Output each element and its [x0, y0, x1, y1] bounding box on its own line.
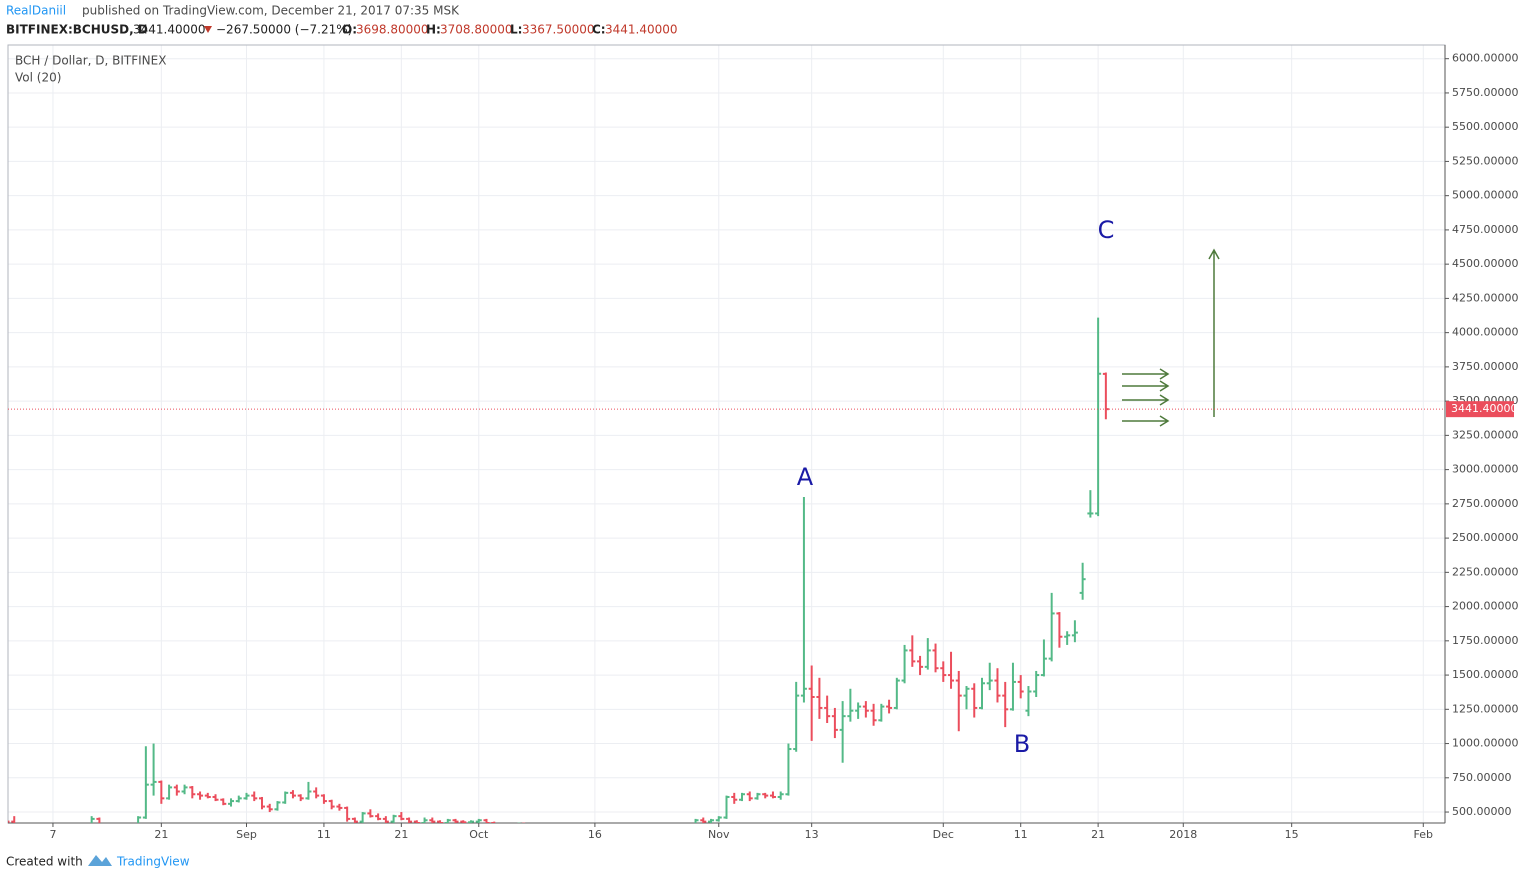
y-tick-label: 3000.00000	[1452, 463, 1518, 476]
y-tick-label: 5000.00000	[1452, 189, 1518, 202]
y-tick-label: 2000.00000	[1452, 600, 1518, 613]
x-tick-label: 15	[1285, 828, 1299, 841]
x-tick-label: 11	[1014, 828, 1028, 841]
y-tick-label: 5750.00000	[1452, 86, 1518, 99]
close: 3441.40000	[605, 23, 678, 37]
logo	[88, 855, 112, 866]
published: published on TradingView.com, December 2…	[82, 4, 460, 18]
x-tick-label: Sep	[236, 828, 257, 841]
y-tick-label: 1000.00000	[1452, 737, 1518, 750]
footer-text: Created with	[6, 855, 83, 869]
y-tick-label: 3250.00000	[1452, 428, 1518, 441]
price: 3441.40000	[133, 23, 206, 37]
y-tick-label: 1750.00000	[1452, 634, 1518, 647]
annotation: A	[797, 463, 814, 491]
x-tick-label: 2018	[1169, 828, 1197, 841]
y-tick-label: 750.00000	[1452, 771, 1512, 784]
open: 3698.80000	[356, 23, 429, 37]
x-tick-label: 21	[394, 828, 408, 841]
x-tick-label: Oct	[469, 828, 489, 841]
x-tick-label: 21	[154, 828, 168, 841]
y-tick-label: 5500.00000	[1452, 120, 1518, 133]
high: 3708.80000	[440, 23, 513, 37]
high-label: H:	[426, 23, 441, 37]
chart-title: BCH / Dollar, D, BITFINEX	[15, 54, 166, 68]
x-tick-label: Nov	[708, 828, 730, 841]
annotation: C	[1098, 216, 1115, 244]
x-tick-label: 13	[805, 828, 819, 841]
grid	[8, 45, 1445, 823]
change: −267.50000 (−7.21%)	[216, 23, 352, 37]
y-tick-label: 5250.00000	[1452, 154, 1518, 167]
y-tick-label: 1250.00000	[1452, 702, 1518, 715]
last-price-box	[1446, 401, 1514, 418]
y-tick-label: 4750.00000	[1452, 223, 1518, 236]
y-tick-label: 6000.00000	[1452, 52, 1518, 65]
y-tick-label: 3750.00000	[1452, 360, 1518, 373]
volume-legend: Vol (20)	[15, 71, 61, 85]
candles	[8, 317, 1109, 823]
x-tick-label: 11	[317, 828, 331, 841]
annotation: B	[1014, 730, 1030, 758]
symbol: BITFINEX:BCHUSD, D	[6, 23, 148, 37]
low: 3367.50000	[522, 23, 595, 37]
y-tick-label: 2750.00000	[1452, 497, 1518, 510]
open-label: O:	[342, 23, 357, 37]
x-tick-label: 16	[588, 828, 602, 841]
author[interactable]: RealDaniil	[6, 4, 66, 18]
x-tick-label: Feb	[1414, 828, 1433, 841]
x-tick-label: 21	[1091, 828, 1105, 841]
low-label: L:	[510, 23, 522, 37]
x-tick-label: Dec	[933, 828, 954, 841]
close-label: C:	[592, 23, 606, 37]
y-tick-label: 4000.00000	[1452, 326, 1518, 339]
down-arrow	[204, 26, 212, 33]
x-tick-label: 7	[49, 828, 56, 841]
y-tick-label: 500.00000	[1452, 805, 1512, 818]
y-tick-label: 4500.00000	[1452, 257, 1518, 270]
footer-brand[interactable]: TradingView	[116, 855, 190, 869]
y-tick-label: 2250.00000	[1452, 565, 1518, 578]
y-tick-label: 4250.00000	[1452, 291, 1518, 304]
y-tick-label: 2500.00000	[1452, 531, 1518, 544]
last-price-label: 3441.40000	[1451, 402, 1517, 415]
y-tick-label: 1500.00000	[1452, 668, 1518, 681]
arrows	[1122, 248, 1220, 427]
